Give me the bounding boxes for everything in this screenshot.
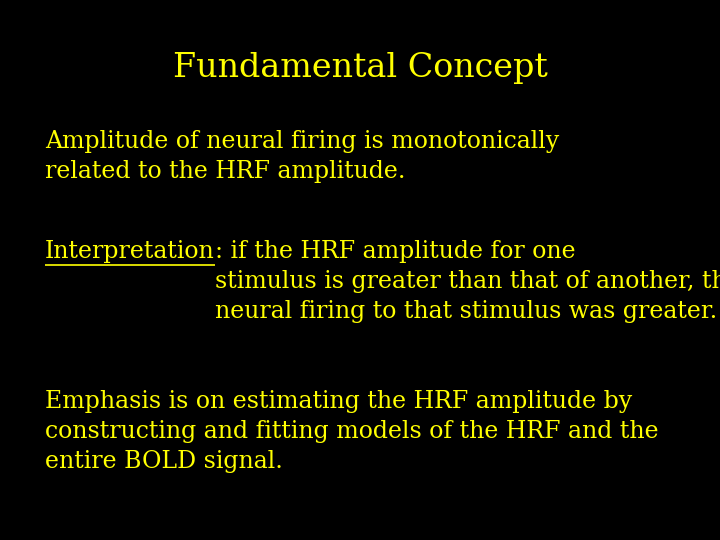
Text: Fundamental Concept: Fundamental Concept [173,52,547,84]
Text: Emphasis is on estimating the HRF amplitude by
constructing and fitting models o: Emphasis is on estimating the HRF amplit… [45,390,659,474]
Text: : if the HRF amplitude for one
stimulus is greater than that of another, then th: : if the HRF amplitude for one stimulus … [215,240,720,323]
Text: Interpretation: Interpretation [45,240,215,263]
Text: Amplitude of neural firing is monotonically
related to the HRF amplitude.: Amplitude of neural firing is monotonica… [45,130,559,183]
